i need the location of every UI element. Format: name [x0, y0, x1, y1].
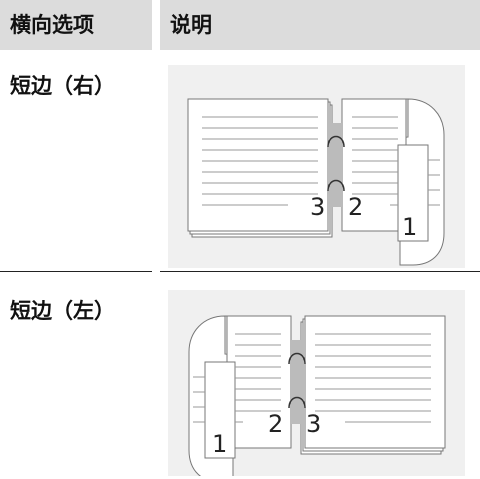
page-number: 1	[212, 430, 227, 458]
page-number: 3	[310, 193, 325, 221]
page-number: 2	[348, 193, 363, 221]
header-cell: 横向选项	[0, 0, 152, 50]
diagram: 3 2 1	[168, 65, 465, 268]
page-number: 1	[402, 213, 417, 241]
row-separator	[0, 271, 152, 272]
page-number: 2	[268, 410, 283, 438]
header-cell: 说明	[160, 0, 480, 50]
option-label: 短边（左）	[10, 299, 115, 323]
row-separator	[160, 271, 480, 272]
page-number: 3	[306, 410, 321, 438]
option-label: 短边（右）	[10, 74, 115, 98]
diagram: 2 3 1	[168, 290, 465, 476]
